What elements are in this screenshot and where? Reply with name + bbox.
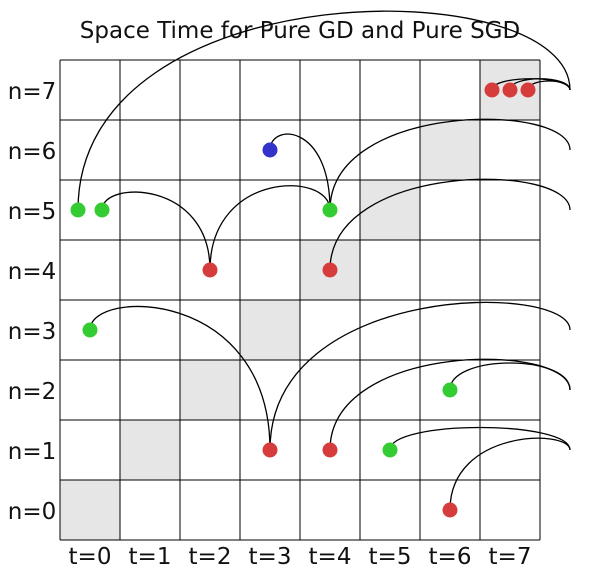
diagram-title: Space Time for Pure GD and Pure SGD bbox=[79, 18, 521, 44]
node-label: n=7 bbox=[8, 79, 56, 105]
arc-10 bbox=[389, 426, 571, 451]
arc-7 bbox=[269, 301, 571, 451]
arc-8 bbox=[329, 358, 571, 451]
green-dot bbox=[70, 202, 86, 218]
red-dot bbox=[322, 262, 338, 278]
red-dot bbox=[442, 502, 458, 518]
node-label: n=3 bbox=[8, 319, 56, 345]
arc-4 bbox=[329, 118, 571, 211]
shaded-cell-1 bbox=[120, 420, 180, 480]
node-label: n=1 bbox=[8, 439, 56, 465]
time-label: t=7 bbox=[489, 544, 532, 570]
green-dot bbox=[442, 382, 458, 398]
arc-9 bbox=[449, 362, 571, 391]
time-label: t=1 bbox=[129, 544, 172, 570]
green-dot bbox=[82, 322, 98, 338]
red-dot bbox=[502, 82, 518, 98]
green-dot bbox=[322, 202, 338, 218]
time-label: t=6 bbox=[429, 544, 472, 570]
time-label: t=0 bbox=[69, 544, 112, 570]
arc-1 bbox=[101, 191, 211, 271]
time-label: t=4 bbox=[309, 544, 352, 570]
red-dot bbox=[202, 262, 218, 278]
axis-labels: n=0 n=1 n=2 n=3 n=4 n=5 n=6 n=7 t=0 t=1 t=2 t=3 t=4 t… bbox=[8, 79, 532, 570]
red-dot bbox=[520, 82, 536, 98]
node-label: n=4 bbox=[8, 259, 56, 285]
green-dot bbox=[94, 202, 110, 218]
arc-2 bbox=[209, 185, 331, 271]
arc-3 bbox=[269, 133, 331, 211]
time-label: t=5 bbox=[369, 544, 412, 570]
blue-dot bbox=[262, 142, 278, 158]
dots bbox=[70, 82, 536, 518]
red-dot bbox=[262, 442, 278, 458]
shaded-cell-6 bbox=[420, 120, 480, 180]
arcs bbox=[77, 10, 571, 511]
arc-5 bbox=[329, 178, 571, 271]
arc-0 bbox=[77, 10, 571, 211]
red-dot bbox=[322, 442, 338, 458]
red-dot bbox=[484, 82, 500, 98]
shaded-cell-2 bbox=[180, 360, 240, 420]
arc-6 bbox=[89, 305, 271, 451]
time-label: t=2 bbox=[189, 544, 232, 570]
shaded-cell-0 bbox=[60, 480, 120, 540]
arc-11 bbox=[449, 437, 571, 511]
node-label: n=2 bbox=[8, 379, 56, 405]
node-label: n=5 bbox=[8, 199, 56, 225]
node-label: n=0 bbox=[8, 499, 56, 525]
time-label: t=3 bbox=[249, 544, 292, 570]
node-label: n=6 bbox=[8, 139, 56, 165]
shaded-cell-3 bbox=[240, 300, 300, 360]
green-dot bbox=[382, 442, 398, 458]
